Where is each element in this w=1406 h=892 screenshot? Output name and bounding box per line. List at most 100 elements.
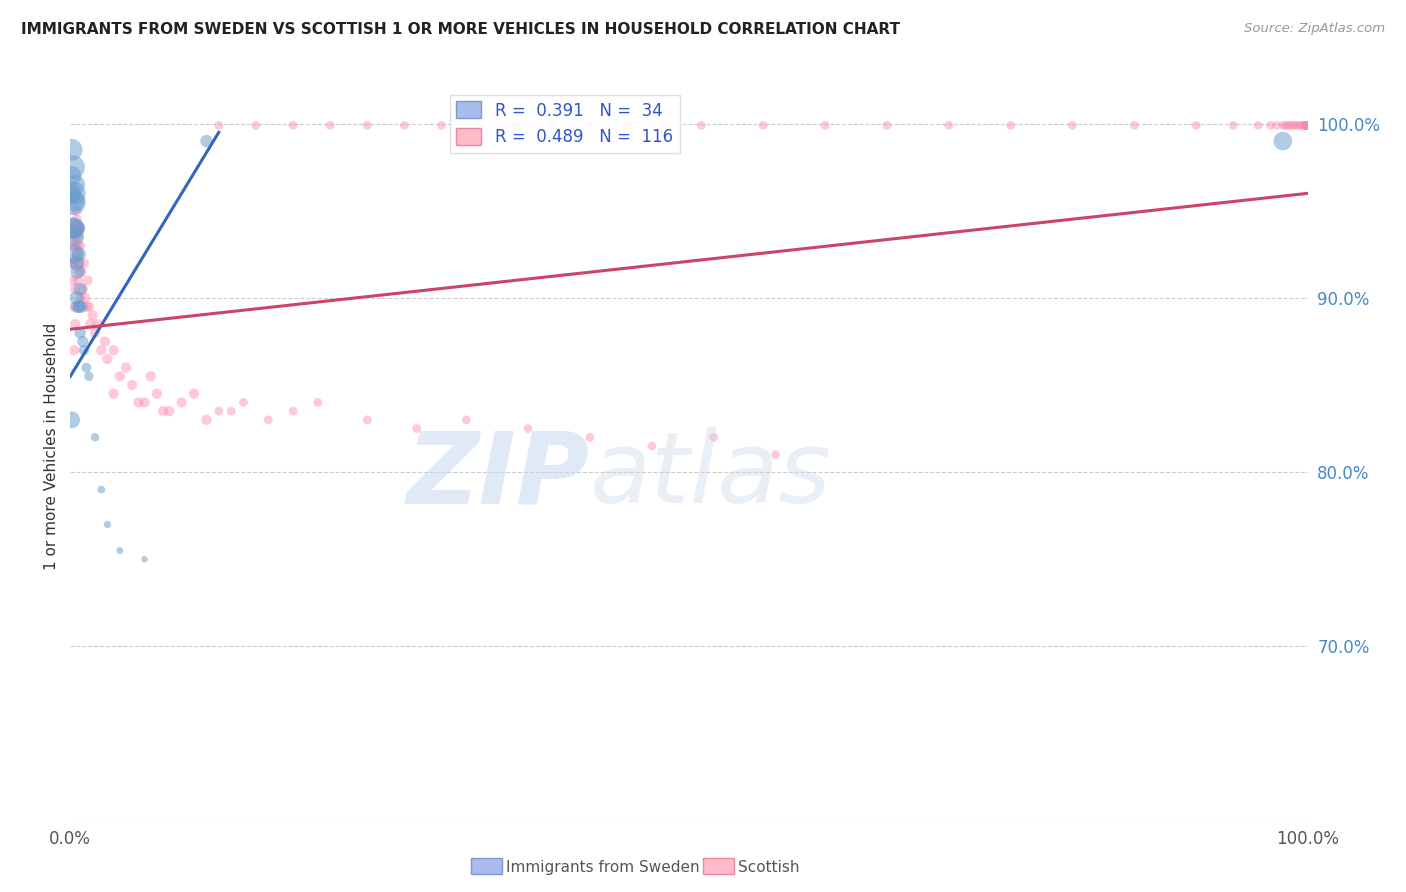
Point xyxy=(1295,119,1317,133)
Point xyxy=(67,300,90,314)
Point xyxy=(70,300,93,314)
Point xyxy=(281,404,304,418)
Point xyxy=(1294,119,1316,133)
Point xyxy=(1284,119,1306,133)
Point xyxy=(72,282,94,296)
Point xyxy=(1247,119,1270,133)
Point xyxy=(139,369,162,384)
Point xyxy=(1281,119,1303,133)
Point xyxy=(103,343,125,358)
Point xyxy=(79,317,101,331)
Point xyxy=(77,369,100,384)
Point xyxy=(69,291,91,305)
Point xyxy=(84,326,107,340)
Text: IMMIGRANTS FROM SWEDEN VS SCOTTISH 1 OR MORE VEHICLES IN HOUSEHOLD CORRELATION C: IMMIGRANTS FROM SWEDEN VS SCOTTISH 1 OR … xyxy=(21,22,900,37)
Point xyxy=(65,282,87,296)
Point xyxy=(96,517,118,532)
Point xyxy=(1295,119,1317,133)
Point xyxy=(84,430,107,444)
Point xyxy=(157,404,180,418)
Point xyxy=(1295,119,1317,133)
Point xyxy=(405,421,427,435)
Point xyxy=(195,134,218,148)
Point xyxy=(65,195,87,210)
Point xyxy=(60,169,83,183)
Point xyxy=(63,343,86,358)
Point xyxy=(66,273,89,287)
Point xyxy=(67,221,90,235)
Point xyxy=(1295,119,1317,133)
Point xyxy=(121,378,143,392)
Point xyxy=(1274,119,1296,133)
Text: ZIP: ZIP xyxy=(406,427,591,524)
Point xyxy=(66,300,89,314)
Point xyxy=(96,351,118,366)
Point xyxy=(65,212,87,227)
Point xyxy=(75,300,97,314)
Y-axis label: 1 or more Vehicles in Household: 1 or more Vehicles in Household xyxy=(44,322,59,570)
Point xyxy=(814,119,837,133)
Point xyxy=(62,160,84,174)
Point xyxy=(60,256,83,270)
Point xyxy=(90,343,112,358)
Text: atlas: atlas xyxy=(591,427,831,524)
Point xyxy=(69,326,91,340)
Point xyxy=(517,421,540,435)
Point xyxy=(94,334,117,349)
Point xyxy=(65,291,87,305)
Point xyxy=(1222,119,1244,133)
Point xyxy=(1295,119,1317,133)
Point xyxy=(1185,119,1208,133)
Point xyxy=(1295,119,1317,133)
Point xyxy=(1000,119,1022,133)
Point xyxy=(82,308,104,322)
Point xyxy=(77,300,100,314)
Text: Scottish: Scottish xyxy=(738,860,800,874)
Point xyxy=(65,247,87,261)
Point xyxy=(75,291,97,305)
Point xyxy=(63,256,86,270)
Point xyxy=(75,360,97,375)
Point xyxy=(232,395,254,409)
Point xyxy=(146,386,169,401)
Point xyxy=(219,404,242,418)
Point xyxy=(1295,119,1317,133)
Point xyxy=(134,552,156,566)
Point xyxy=(65,230,87,244)
Point xyxy=(505,119,527,133)
Point xyxy=(1271,134,1294,148)
Point xyxy=(65,221,87,235)
Point xyxy=(703,430,725,444)
Point xyxy=(62,238,84,252)
Point xyxy=(73,256,96,270)
Legend: R =  0.391   N =  34, R =  0.489   N =  116: R = 0.391 N = 34, R = 0.489 N = 116 xyxy=(450,95,679,153)
Point xyxy=(76,273,98,287)
Point xyxy=(1123,119,1146,133)
Point xyxy=(1295,119,1317,133)
Point xyxy=(90,483,112,497)
Point xyxy=(152,404,174,418)
Point xyxy=(938,119,960,133)
Point xyxy=(195,413,218,427)
Point xyxy=(876,119,898,133)
Point xyxy=(208,404,231,418)
Point xyxy=(356,119,378,133)
Point xyxy=(60,186,83,201)
Point xyxy=(108,543,131,558)
Point xyxy=(245,119,267,133)
Point xyxy=(1260,119,1282,133)
Point xyxy=(1277,119,1299,133)
Point xyxy=(103,386,125,401)
Point xyxy=(115,360,138,375)
Point xyxy=(65,256,87,270)
Point xyxy=(1295,119,1317,133)
Point xyxy=(65,317,87,331)
Point xyxy=(307,395,329,409)
Point xyxy=(1286,119,1309,133)
Point xyxy=(65,230,87,244)
Point xyxy=(67,265,90,279)
Point xyxy=(257,413,280,427)
Point xyxy=(356,413,378,427)
Point xyxy=(86,317,108,331)
Point xyxy=(616,119,638,133)
